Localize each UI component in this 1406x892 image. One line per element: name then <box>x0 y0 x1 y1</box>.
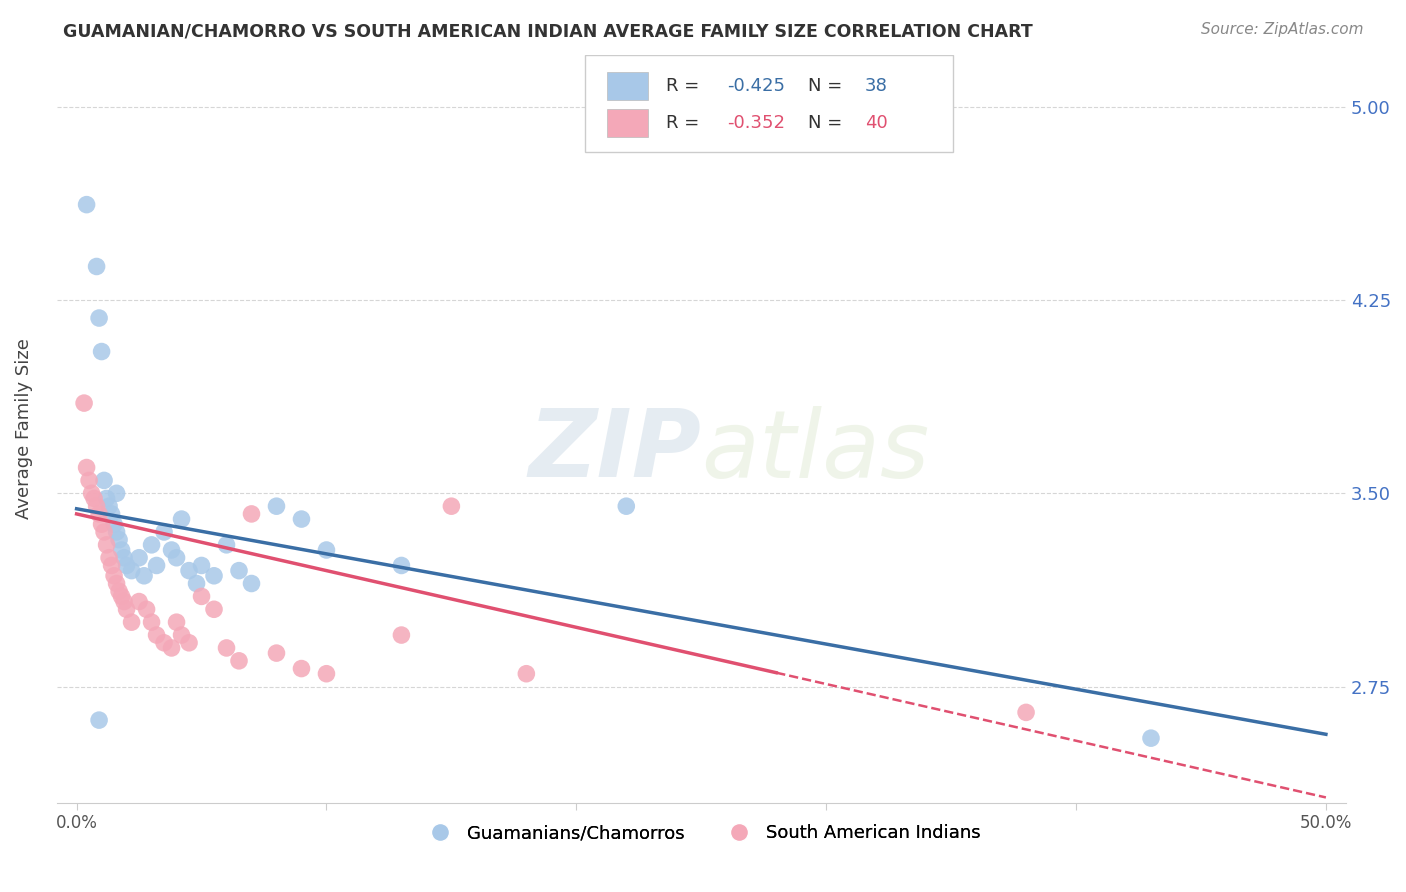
Point <box>240 576 263 591</box>
Point <box>90 344 112 359</box>
Point <box>93 474 115 488</box>
Point <box>240 507 263 521</box>
Point <box>100 507 122 521</box>
Point <box>112 550 135 565</box>
Text: -0.352: -0.352 <box>727 114 785 132</box>
Point <box>98 499 121 513</box>
Point <box>315 543 337 558</box>
Text: R =: R = <box>666 114 706 132</box>
Point <box>132 568 155 582</box>
Text: 38: 38 <box>865 77 887 95</box>
Point <box>315 666 337 681</box>
Point <box>121 564 143 578</box>
Text: R =: R = <box>666 77 706 95</box>
Point <box>391 558 413 573</box>
Point <box>110 590 132 604</box>
Point <box>177 636 200 650</box>
Point <box>93 524 115 539</box>
Point <box>108 533 131 547</box>
Point <box>1015 706 1038 720</box>
Point <box>153 524 176 539</box>
Point <box>128 594 150 608</box>
Point <box>160 640 183 655</box>
FancyBboxPatch shape <box>607 71 648 100</box>
Point <box>76 460 98 475</box>
Point <box>266 646 288 660</box>
Point <box>135 602 157 616</box>
Point <box>98 550 121 565</box>
Point <box>190 558 212 573</box>
Point <box>614 499 637 513</box>
Point <box>83 491 105 506</box>
Text: GUAMANIAN/CHAMORRO VS SOUTH AMERICAN INDIAN AVERAGE FAMILY SIZE CORRELATION CHAR: GUAMANIAN/CHAMORRO VS SOUTH AMERICAN IND… <box>63 22 1033 40</box>
Point <box>166 615 188 630</box>
Point <box>160 543 183 558</box>
Point <box>77 474 100 488</box>
Point <box>73 396 96 410</box>
Point <box>121 615 143 630</box>
Point <box>141 538 163 552</box>
Point <box>177 564 200 578</box>
Point <box>202 568 225 582</box>
Text: Source: ZipAtlas.com: Source: ZipAtlas.com <box>1201 22 1364 37</box>
Point <box>228 654 250 668</box>
Point <box>90 517 112 532</box>
Text: ZIP: ZIP <box>529 405 702 498</box>
Point <box>170 512 193 526</box>
Text: N =: N = <box>808 77 848 95</box>
Text: -0.425: -0.425 <box>727 77 785 95</box>
Text: 40: 40 <box>865 114 887 132</box>
Point <box>145 628 167 642</box>
Point <box>115 602 138 616</box>
Point <box>215 538 238 552</box>
Point <box>87 507 110 521</box>
Point <box>87 311 110 326</box>
Point <box>515 666 537 681</box>
Point <box>166 550 188 565</box>
Y-axis label: Average Family Size: Average Family Size <box>15 338 32 519</box>
Point <box>105 486 128 500</box>
Point <box>100 558 122 573</box>
Point <box>228 564 250 578</box>
Point <box>108 584 131 599</box>
FancyBboxPatch shape <box>607 109 648 137</box>
Point <box>87 713 110 727</box>
Point <box>141 615 163 630</box>
Point <box>103 517 125 532</box>
Point <box>86 499 108 513</box>
FancyBboxPatch shape <box>585 55 953 153</box>
Point <box>202 602 225 616</box>
Point <box>170 628 193 642</box>
Point <box>110 543 132 558</box>
Text: atlas: atlas <box>702 406 929 497</box>
Point <box>186 576 208 591</box>
Point <box>105 576 128 591</box>
Point <box>128 550 150 565</box>
Point <box>190 590 212 604</box>
Point <box>145 558 167 573</box>
Point <box>1140 731 1163 746</box>
Text: N =: N = <box>808 114 848 132</box>
Point <box>86 260 108 274</box>
Point <box>290 512 312 526</box>
Point <box>76 197 98 211</box>
Point <box>440 499 463 513</box>
Point <box>80 486 103 500</box>
Point <box>153 636 176 650</box>
Point <box>266 499 288 513</box>
Point <box>115 558 138 573</box>
Point <box>105 524 128 539</box>
Point <box>96 491 118 506</box>
Point <box>215 640 238 655</box>
Point <box>103 568 125 582</box>
Point <box>391 628 413 642</box>
Point <box>290 662 312 676</box>
Legend: Guamanians/Chamorros, South American Indians: Guamanians/Chamorros, South American Ind… <box>415 817 988 849</box>
Point <box>112 594 135 608</box>
Point <box>96 538 118 552</box>
